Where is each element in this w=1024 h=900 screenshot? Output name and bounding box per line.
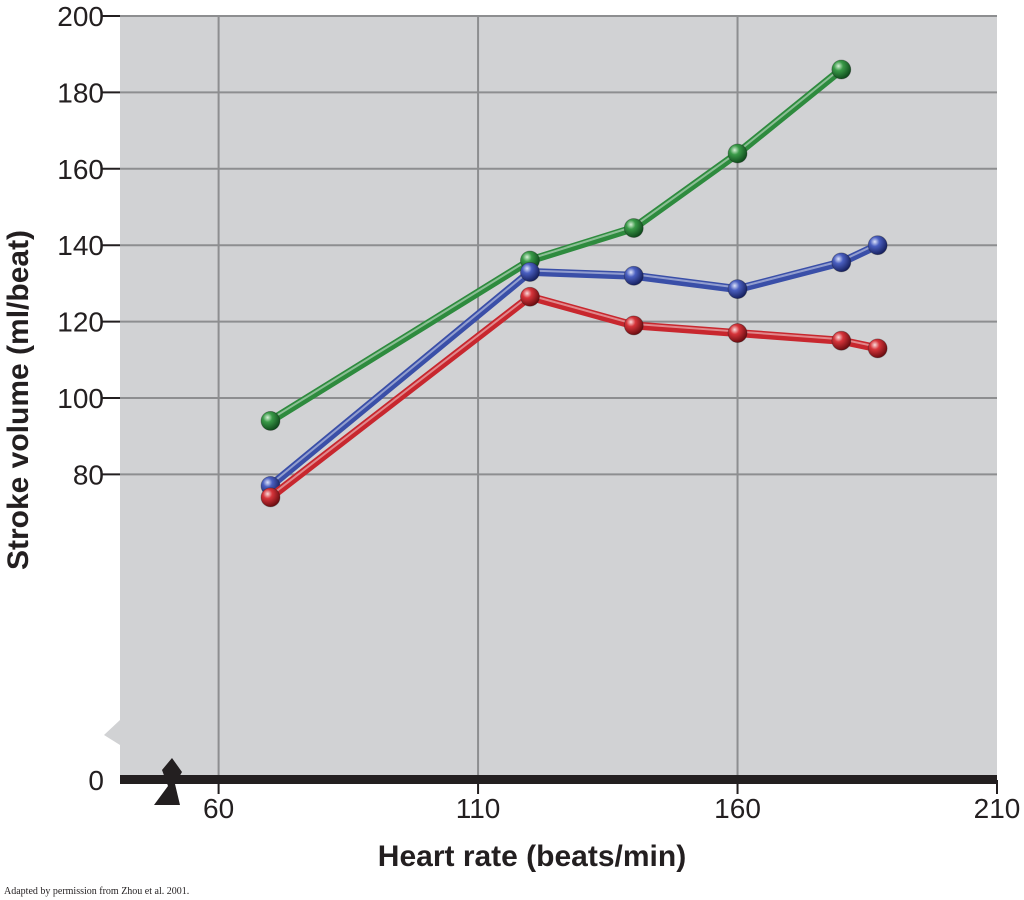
data-point [831, 330, 852, 351]
data-point [831, 59, 852, 80]
data-point [520, 262, 540, 282]
y-axis-title: Stroke volume (ml/beat) [2, 230, 35, 570]
data-point [623, 218, 644, 238]
data-point [260, 411, 281, 431]
x-tick-label: 160 [714, 793, 761, 824]
series-layer [260, 59, 888, 508]
y-tick-label: 200 [57, 1, 104, 32]
data-point [623, 265, 644, 286]
y-tick-label: 80 [73, 459, 104, 490]
credit-note: Adapted by permission from Zhou et al. 2… [4, 886, 190, 897]
x-tick-label: 210 [974, 793, 1021, 824]
series-1 [260, 235, 888, 496]
y-tick-label: 160 [57, 154, 104, 185]
data-point [867, 235, 888, 256]
y-tick-label: 0 [88, 765, 104, 796]
y-tick-label: 120 [57, 307, 104, 338]
x-axis-ticks: 60 110 160 210 [203, 780, 1020, 824]
data-point [867, 338, 888, 359]
series-2 [260, 286, 888, 508]
data-point [520, 286, 540, 307]
data-point [727, 143, 748, 164]
axis-break-marker [154, 758, 182, 805]
grid-lines [120, 15, 997, 780]
x-axis-line [120, 775, 997, 784]
y-tick-label: 140 [57, 230, 104, 261]
x-tick-label: 110 [456, 793, 501, 824]
x-tick-label: 60 [203, 793, 234, 824]
data-point [727, 279, 748, 300]
x-axis-title: Heart rate (beats/min) [378, 840, 686, 873]
data-point [260, 487, 281, 508]
y-tick-label: 100 [57, 383, 104, 414]
y-axis-ticks: 0 80 100 120 140 160 180 200 [57, 1, 120, 796]
data-point [623, 315, 644, 336]
data-point [831, 252, 852, 273]
y-tick-label: 180 [57, 77, 104, 108]
data-point [727, 323, 748, 343]
